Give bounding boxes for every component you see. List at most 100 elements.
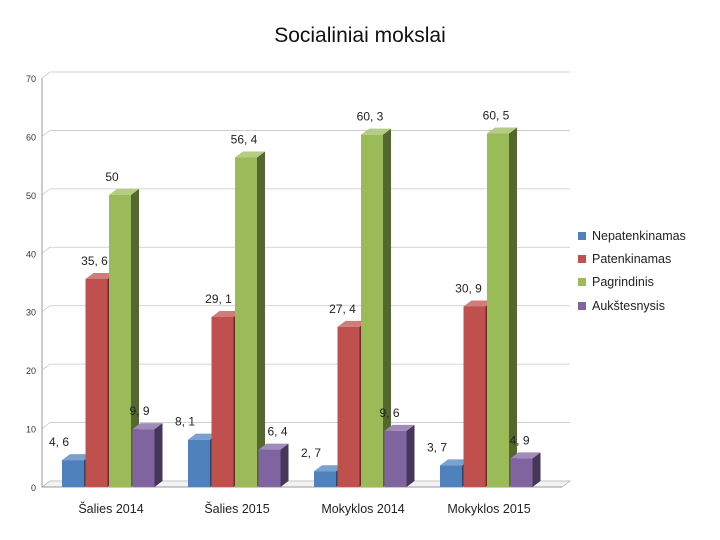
bar-top	[62, 454, 92, 461]
gridline	[41, 305, 570, 313]
y-tick-label: 50	[26, 191, 36, 201]
data-label: 8, 1	[175, 415, 195, 429]
data-label: 9, 6	[379, 406, 399, 420]
x-tick-labels: Šalies 2014 Šalies 2015 Mokyklos 2014 Mokyk…	[78, 501, 530, 516]
bar-front	[463, 306, 486, 487]
bar-front	[487, 133, 509, 487]
bar-front	[188, 439, 210, 487]
data-label: 2, 7	[301, 446, 321, 460]
gridline	[41, 71, 570, 79]
bar-top	[314, 465, 344, 472]
legend-item-aukstesnysis: Aukštesnysis	[578, 294, 686, 317]
y-tick-label: 40	[26, 249, 36, 259]
bar-side	[257, 151, 265, 487]
data-label: 50	[105, 170, 119, 184]
bar-pagrindinis-3	[361, 128, 391, 487]
data-label: 3, 7	[427, 440, 447, 454]
legend-label: Patenkinamas	[592, 252, 672, 267]
bar-front	[440, 465, 462, 487]
bar-front	[85, 278, 108, 487]
bar-front	[510, 458, 533, 487]
data-label: 30, 9	[455, 281, 482, 295]
data-label: 29, 1	[205, 292, 232, 306]
legend: Nepatenkinamas Patenkinamas Pagrindinis …	[578, 224, 686, 318]
legend-item-patenkinamas: Patenkinamas	[578, 247, 686, 270]
data-label: 6, 4	[267, 425, 287, 439]
bar-front	[384, 430, 407, 487]
bar-front	[258, 449, 281, 487]
x-tick-label: Mokyklos 2014	[321, 502, 404, 516]
data-label: 60, 5	[483, 109, 510, 123]
bar-front	[211, 316, 234, 487]
gridline	[41, 130, 570, 137]
bar-top	[132, 423, 163, 430]
x-tick-label: Šalies 2015	[204, 501, 269, 516]
bar-pagrindinis-4	[487, 127, 517, 487]
gridline	[41, 246, 570, 254]
bar-front	[314, 471, 336, 487]
bar-aukštesnysis-3	[384, 424, 415, 487]
bar-top	[258, 443, 289, 450]
bar-pagrindinis-1	[109, 188, 139, 487]
gridline	[41, 188, 570, 196]
legend-item-nepatenkinamas: Nepatenkinamas	[578, 224, 686, 247]
bar-pagrindinis-2	[235, 151, 265, 487]
bar-top	[361, 128, 391, 135]
y-tick-label: 0	[31, 483, 36, 493]
bar-front	[361, 134, 383, 487]
y-tick-label: 20	[26, 366, 36, 376]
gridline	[41, 363, 570, 371]
y-tick-label: 30	[26, 308, 36, 318]
bar-side	[280, 443, 289, 487]
y-tick-label: 60	[26, 132, 36, 142]
bar-aukštesnysis-4	[510, 452, 541, 487]
x-tick-label: Mokyklos 2015	[447, 502, 530, 516]
bar-top	[109, 188, 139, 195]
bar-top	[337, 320, 368, 327]
bar-top	[440, 459, 470, 466]
bar-side	[406, 424, 415, 487]
bar-front	[62, 460, 84, 487]
bar-front	[109, 194, 131, 487]
bar-aukštesnysis-2	[258, 443, 289, 487]
legend-label: Nepatenkinamas	[592, 228, 686, 243]
bar-side	[383, 128, 391, 487]
bar-top	[463, 300, 494, 307]
data-label: 27, 4	[329, 302, 356, 316]
data-label: 35, 6	[81, 254, 108, 268]
bar-side	[131, 188, 139, 487]
bar-front	[235, 157, 257, 487]
bar-top	[510, 452, 541, 459]
gridline	[41, 422, 570, 429]
legend-swatch	[578, 231, 586, 240]
data-labels: 4, 6 35, 6 50 9, 9 8, 1 29, 1 56, 4 6, 4 2, 7 27,…	[49, 109, 530, 461]
y-tick-label: 70	[26, 74, 36, 84]
chart-title: Socialiniai mokslai	[274, 24, 446, 47]
legend-swatch	[578, 278, 586, 287]
legend-swatch	[578, 301, 586, 310]
data-label: 56, 4	[231, 132, 258, 146]
bar-top	[384, 424, 415, 431]
bar-aukštesnysis-1	[132, 423, 163, 487]
bars	[62, 127, 541, 487]
legend-label: Aukštesnysis	[592, 298, 665, 313]
data-label: 60, 3	[357, 110, 384, 124]
bar-front	[337, 326, 360, 487]
bar-top	[487, 127, 517, 134]
bar-side	[509, 127, 517, 487]
data-label: 9, 9	[129, 404, 149, 418]
legend-item-pagrindinis: Pagrindinis	[578, 271, 686, 294]
y-tick-labels: 0 10 20 30 40 50 60 70	[26, 74, 36, 493]
bar-top	[85, 272, 116, 279]
x-tick-label: Šalies 2014	[78, 501, 143, 516]
bar-side	[532, 452, 541, 487]
bar-top	[211, 310, 242, 317]
bar-top	[188, 433, 218, 440]
legend-swatch	[578, 255, 586, 264]
legend-label: Pagrindinis	[592, 275, 654, 290]
bar-front	[132, 429, 155, 487]
data-label: 4, 9	[509, 433, 529, 447]
bar-top	[235, 151, 265, 158]
y-tick-label: 10	[26, 425, 36, 435]
